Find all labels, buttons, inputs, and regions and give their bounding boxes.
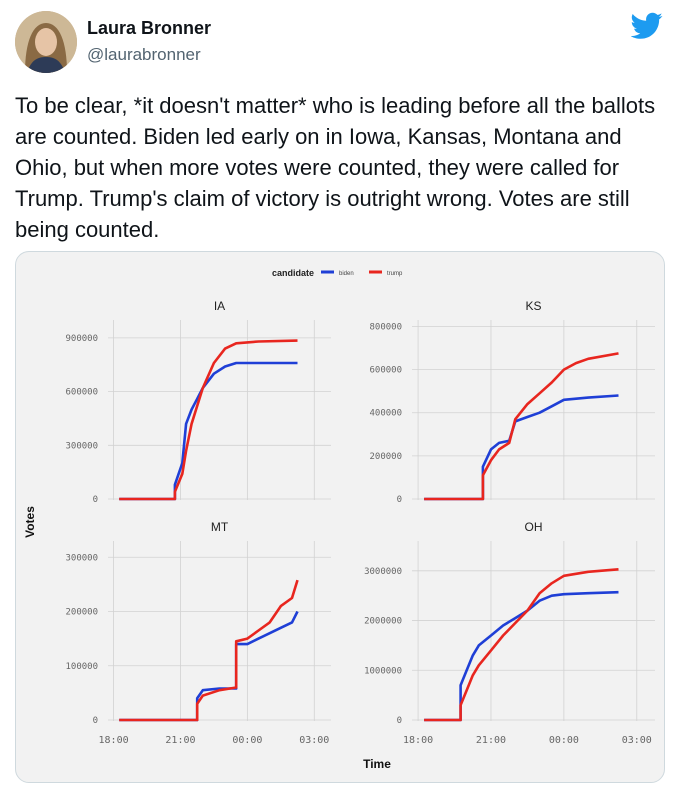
y-axis-title: Votes [23, 506, 37, 538]
legend-title: candidate [272, 268, 314, 278]
x-axis-title: Time [363, 757, 391, 771]
x-tick-label: 18:00 [403, 735, 433, 746]
y-tick-label: 400000 [369, 409, 402, 419]
x-tick-label: 00:00 [232, 735, 262, 746]
y-tick-label: 0 [93, 495, 98, 505]
author-name[interactable]: Laura Bronner [87, 18, 212, 38]
legend-label-trump: trump [387, 271, 403, 277]
series-line-trump [119, 339, 298, 501]
series-line-trump [424, 352, 619, 501]
x-tick-label: 03:00 [299, 735, 329, 746]
x-tick-label: 21:00 [165, 735, 195, 746]
tweet-media-chart[interactable]: candidate biden trump Time Votes IA 0 300000 600… [15, 251, 665, 783]
facet-title: OH [525, 520, 543, 534]
facet-oh: OH 0 1000000 2000000 3000000 18:00 21:00 00:00 0… [364, 520, 655, 746]
y-tick-label: 900000 [65, 334, 98, 344]
y-tick-label: 0 [93, 716, 98, 726]
series-line-trump [119, 579, 299, 722]
y-tick-label: 600000 [369, 366, 402, 376]
legend-label-biden: biden [339, 271, 354, 277]
chart-legend: candidate biden trump [272, 268, 403, 278]
y-tick-label: 200000 [369, 452, 402, 462]
facet-title: IA [214, 299, 225, 313]
series-line-trump [424, 568, 619, 722]
faceted-line-chart: candidate biden trump Time Votes IA 0 300000 600… [23, 268, 655, 771]
twitter-bird-icon[interactable] [630, 12, 663, 40]
author-handle[interactable]: @laurabronner [87, 45, 201, 64]
facet-title: KS [525, 299, 541, 313]
y-tick-label: 0 [397, 716, 402, 726]
x-tick-label: 00:00 [549, 735, 579, 746]
y-tick-label: 0 [397, 495, 402, 505]
y-tick-label: 100000 [65, 662, 98, 672]
y-tick-label: 300000 [65, 441, 98, 451]
x-tick-label: 21:00 [476, 735, 506, 746]
tweet-text: To be clear, *it doesn't matter* who is … [15, 93, 656, 242]
facet-ia: IA 0 300000 600000 900000 [65, 299, 331, 505]
facet-mt: MT 0 100000 200000 300000 18:00 21:00 00:00 03:0… [65, 520, 331, 746]
profile-photo [15, 11, 77, 73]
y-tick-label: 800000 [369, 322, 402, 332]
y-tick-label: 200000 [65, 608, 98, 618]
avatar[interactable] [15, 11, 77, 73]
y-tick-label: 2000000 [364, 617, 402, 627]
facet-title: MT [211, 520, 229, 534]
facet-ks: KS 0 200000 400000 600000 800000 [369, 299, 655, 505]
x-tick-label: 18:00 [99, 735, 129, 746]
x-tick-label: 03:00 [622, 735, 652, 746]
y-tick-label: 300000 [65, 553, 98, 563]
y-tick-label: 1000000 [364, 666, 402, 676]
series-line-biden [424, 590, 619, 722]
series-line-biden [119, 361, 298, 501]
y-tick-label: 600000 [65, 388, 98, 398]
y-tick-label: 3000000 [364, 567, 402, 577]
